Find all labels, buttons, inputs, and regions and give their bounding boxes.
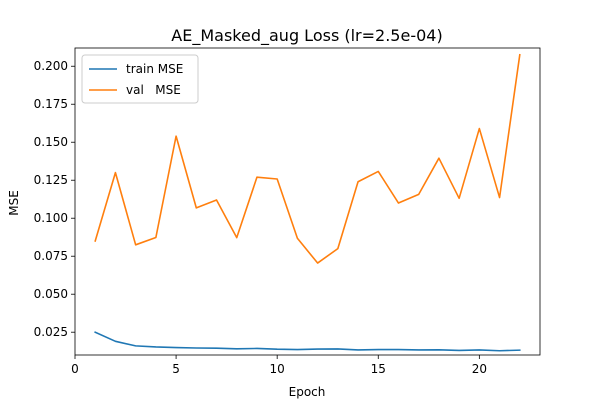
y-tick-label-1: 0.050 [34,287,68,301]
x-tick-label-3: 15 [371,362,386,376]
y-tick-label-7: 0.200 [34,59,68,73]
axes-frame [74,47,541,356]
y-tick-label-5: 0.150 [34,135,68,149]
x-tick-label-1: 5 [172,362,180,376]
y-tick-label-3: 0.100 [34,211,68,225]
y-tick-label-2: 0.075 [34,249,68,263]
legend-label-0: train MSE [126,62,183,76]
x-tick-label-2: 10 [270,362,285,376]
axes-layer: 0 5 10 15 20 0.025 0.050 0.075 0.100 0.125 0.150 0.… [34,47,541,376]
y-tick-label-4: 0.125 [34,173,68,187]
x-tick-label-0: 0 [71,362,79,376]
legend-box [81,54,199,104]
x-axis-label: Epoch [289,385,326,399]
legend-label-1: val MSE [126,83,181,97]
y-tick-label-6: 0.175 [34,97,68,111]
chart-title: AE_Masked_aug Loss (lr=2.5e-04) [171,26,442,46]
x-tick-label-4: 20 [472,362,487,376]
series-line-0 [94,331,521,352]
y-tick-label-0: 0.025 [34,325,68,339]
legend: train MSE val MSE [81,54,199,104]
y-axis-label: MSE [7,190,21,216]
series-line-1 [94,53,521,264]
series-layer [94,53,521,352]
